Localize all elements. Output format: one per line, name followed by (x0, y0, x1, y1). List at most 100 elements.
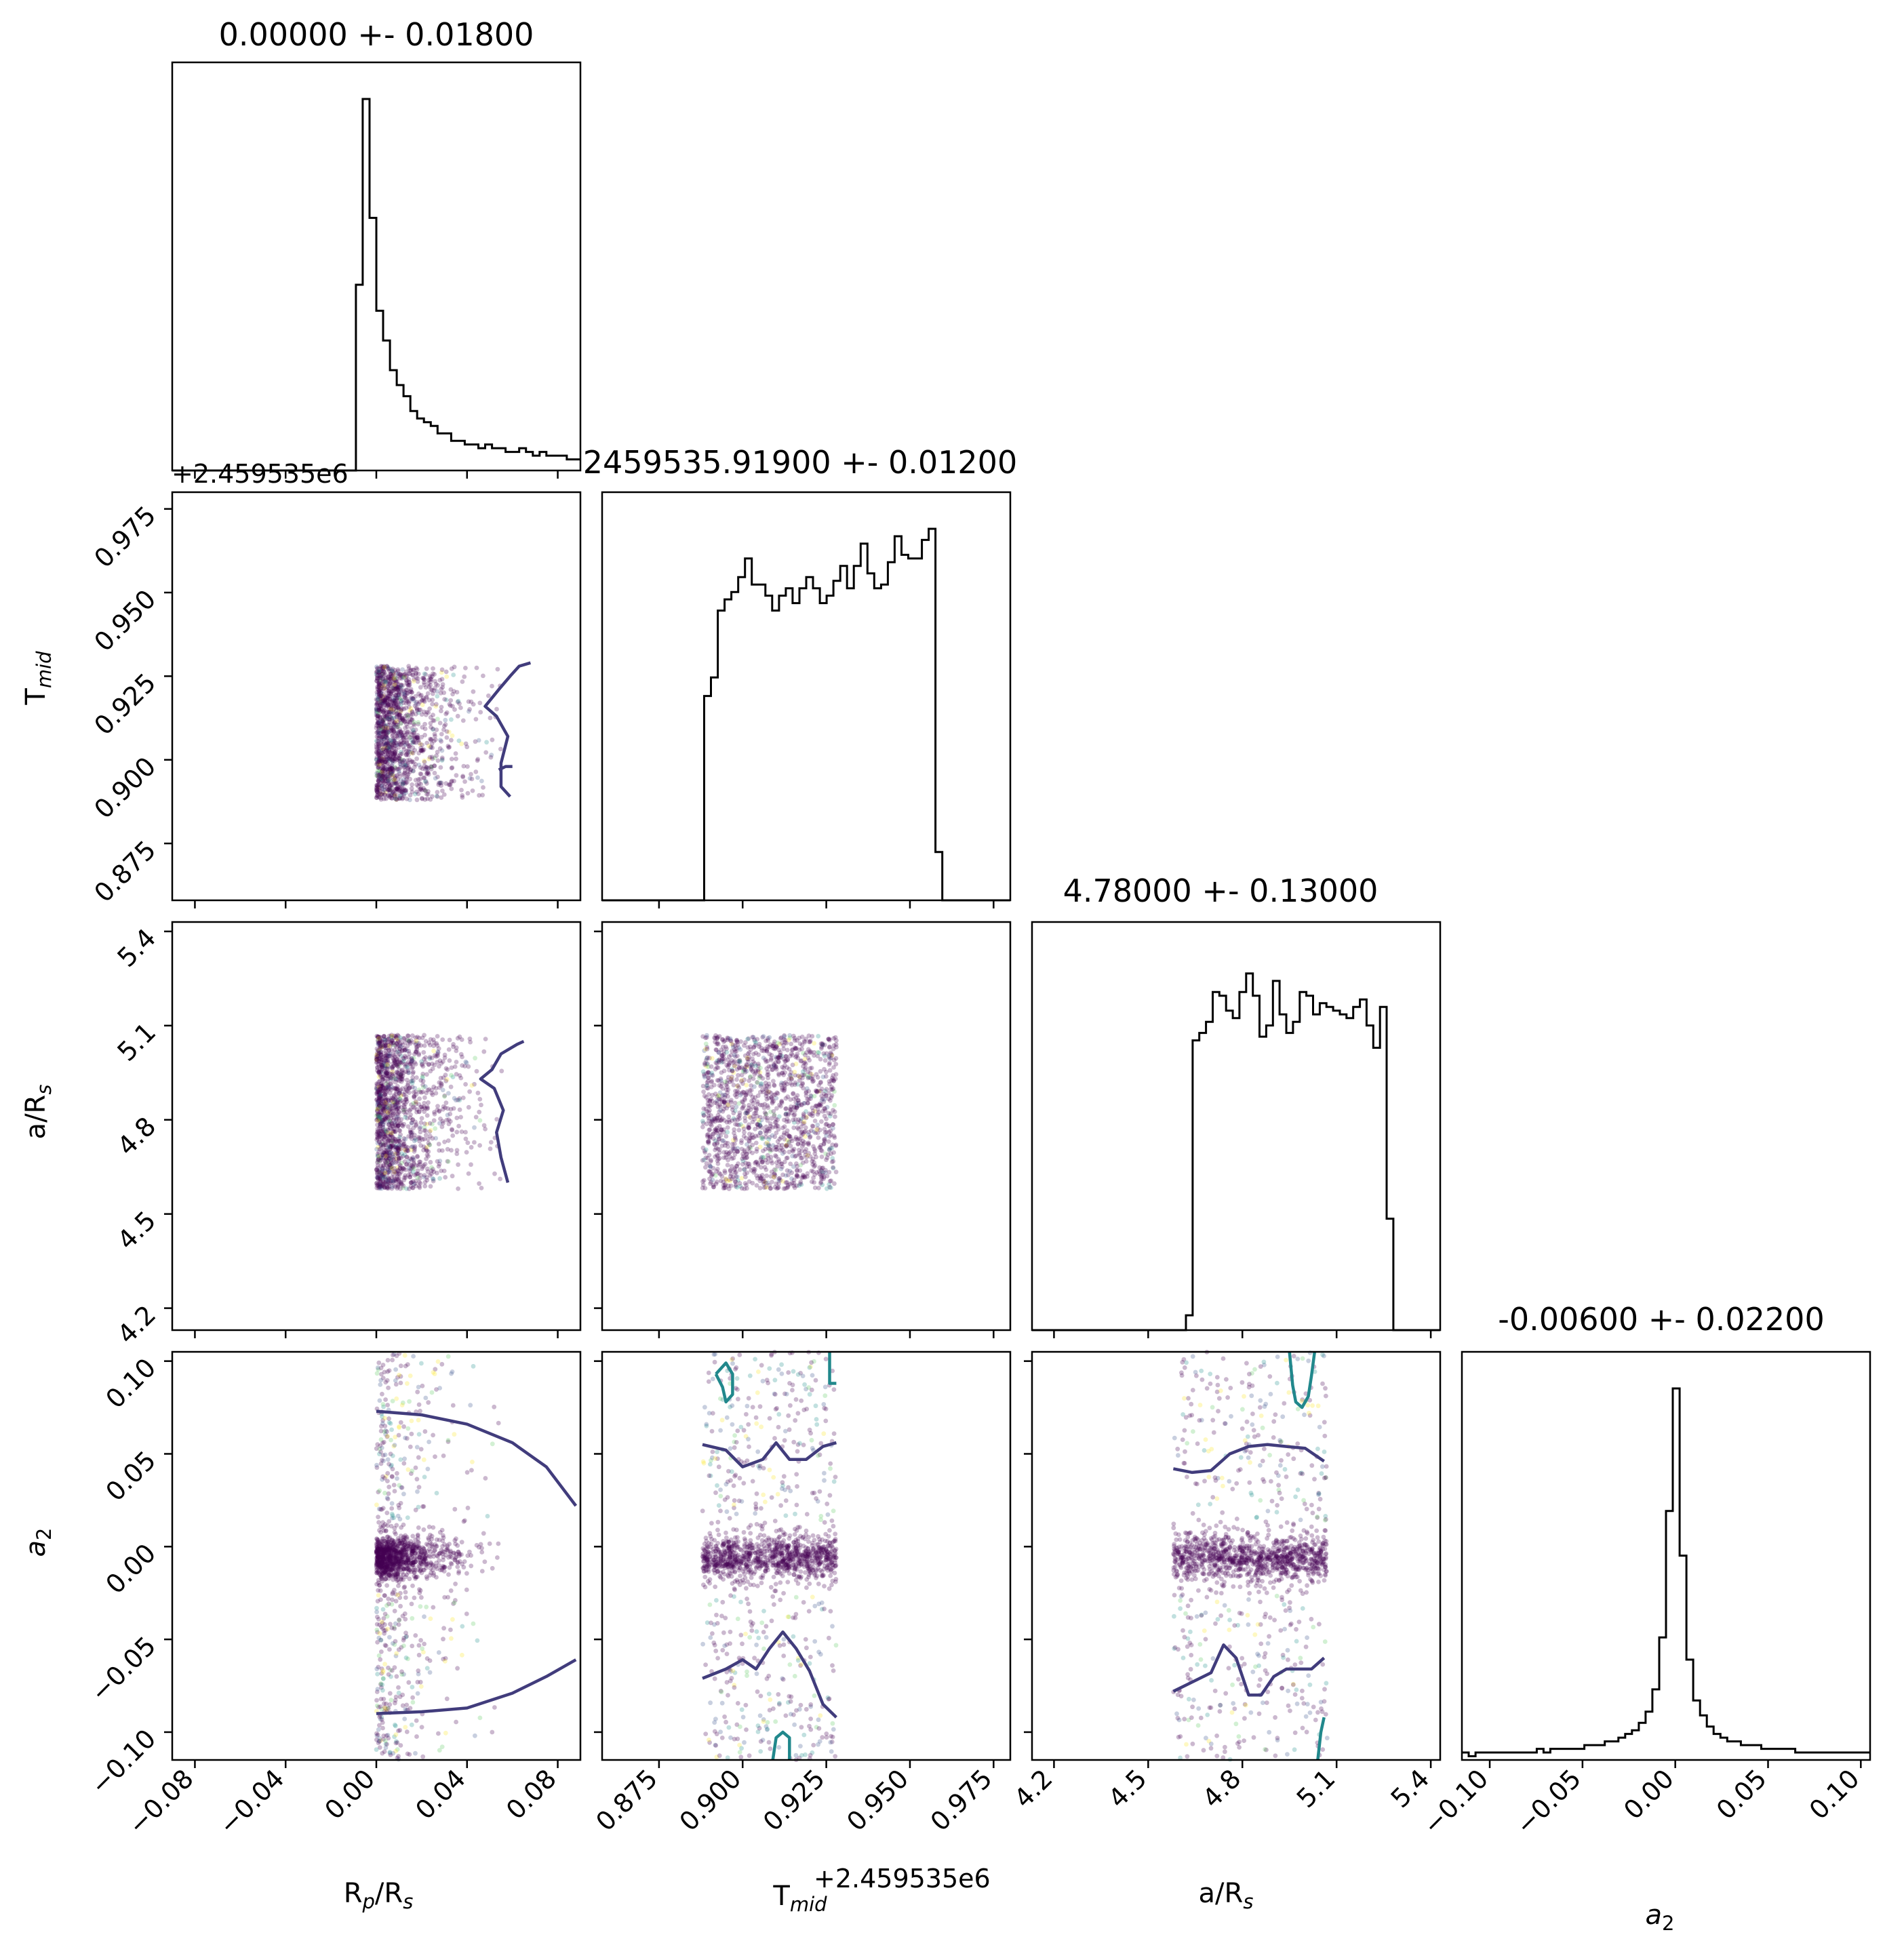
scatter-point (384, 750, 389, 756)
scatter-point (386, 739, 392, 744)
scatter-point (377, 692, 382, 696)
scatter-point (382, 742, 388, 748)
scatter-point (429, 755, 435, 760)
scatter-point (483, 1037, 488, 1041)
scatter-point (422, 680, 427, 685)
scatter-point (756, 1118, 761, 1123)
scatter-point (766, 1081, 772, 1086)
scatter-point (409, 1418, 414, 1424)
scatter-point (385, 675, 391, 680)
scatter-point (405, 762, 410, 767)
scatter-point (376, 720, 381, 725)
scatter-point (386, 1597, 391, 1601)
scatter-point (439, 667, 445, 673)
scatter-point (401, 688, 406, 694)
scatter-point (381, 1104, 386, 1109)
scatter-point (464, 1587, 469, 1593)
scatter-point (428, 679, 433, 685)
scatter-point (443, 722, 448, 727)
scatter-point (395, 705, 401, 710)
scatter-point (418, 748, 424, 753)
scatter-point (416, 1035, 422, 1041)
scatter-point (409, 695, 414, 700)
scatter-point (460, 718, 466, 723)
scatter-point (719, 1143, 725, 1148)
scatter-point (738, 1079, 744, 1084)
scatter-point (382, 728, 388, 734)
scatter-point (777, 1136, 782, 1142)
scatter-point (374, 757, 379, 762)
scatter-point (415, 679, 420, 684)
scatter-point (395, 781, 400, 786)
scatter-point (401, 780, 407, 786)
scatter-point (406, 765, 412, 769)
scatter-point (754, 1106, 759, 1111)
scatter-point (389, 795, 394, 801)
scatter-point (436, 1650, 441, 1655)
scatter-point (376, 729, 381, 734)
scatter-point (386, 787, 391, 793)
scatter-point (375, 1122, 380, 1127)
scatter-point (380, 1143, 386, 1148)
scatter-point (449, 666, 454, 671)
scatter-point (401, 1183, 406, 1188)
scatter-point (407, 680, 412, 685)
scatter-point (775, 1123, 780, 1129)
scatter-point (761, 1148, 766, 1153)
scatter-point (449, 765, 454, 771)
scatter-point (374, 709, 379, 715)
scatter-point (771, 1108, 776, 1114)
scatter-point (383, 776, 389, 782)
scatter-point (701, 1089, 706, 1094)
scatter-point (422, 726, 428, 732)
scatter-point (816, 1110, 821, 1115)
scatter-point (446, 782, 452, 787)
scatter-point (374, 697, 379, 702)
scatter-point (707, 1169, 711, 1174)
scatter-point (819, 1148, 825, 1154)
scatter-point (374, 678, 380, 683)
scatter-point (808, 1038, 813, 1043)
scatter-point (816, 1135, 821, 1140)
scatter-point (386, 688, 391, 694)
scatter-point (379, 784, 384, 789)
scatter-point (397, 696, 403, 702)
scatter-point (776, 1157, 781, 1162)
scatter-point (374, 1181, 379, 1186)
scatter-point (706, 1113, 711, 1119)
scatter-point (726, 1117, 732, 1123)
scatter-point (381, 1062, 386, 1066)
scatter-point (393, 1079, 398, 1085)
scatter-point (819, 1119, 824, 1124)
scatter-point (379, 700, 384, 706)
scatter-point (824, 1134, 829, 1138)
scatter-point (386, 1138, 391, 1144)
scatter-point (416, 1432, 422, 1437)
scatter-point (376, 685, 381, 689)
scatter-point (725, 1129, 730, 1135)
scatter-point (400, 716, 405, 721)
scatter-point (804, 1147, 809, 1152)
scatter-point (435, 790, 440, 795)
scatter-point (823, 1122, 829, 1127)
scatter-point (389, 716, 395, 721)
scatter-point (411, 679, 416, 684)
scatter-point (399, 733, 405, 738)
scatter-point (473, 717, 479, 722)
scatter-point (389, 748, 395, 753)
scatter-point (374, 713, 379, 718)
scatter-point (831, 1165, 835, 1170)
scatter-point (498, 746, 503, 752)
scatter-point (392, 753, 397, 757)
scatter-point (809, 1065, 814, 1070)
scatter-point (393, 793, 398, 798)
scatter-point (387, 770, 392, 776)
scatter-point (384, 744, 389, 749)
scatter-point (773, 1144, 778, 1150)
scatter-point (446, 1091, 451, 1096)
scatter-point (393, 1086, 399, 1091)
scatter-point (387, 699, 392, 704)
scatter-point (382, 723, 387, 728)
scatter-point (393, 796, 398, 801)
